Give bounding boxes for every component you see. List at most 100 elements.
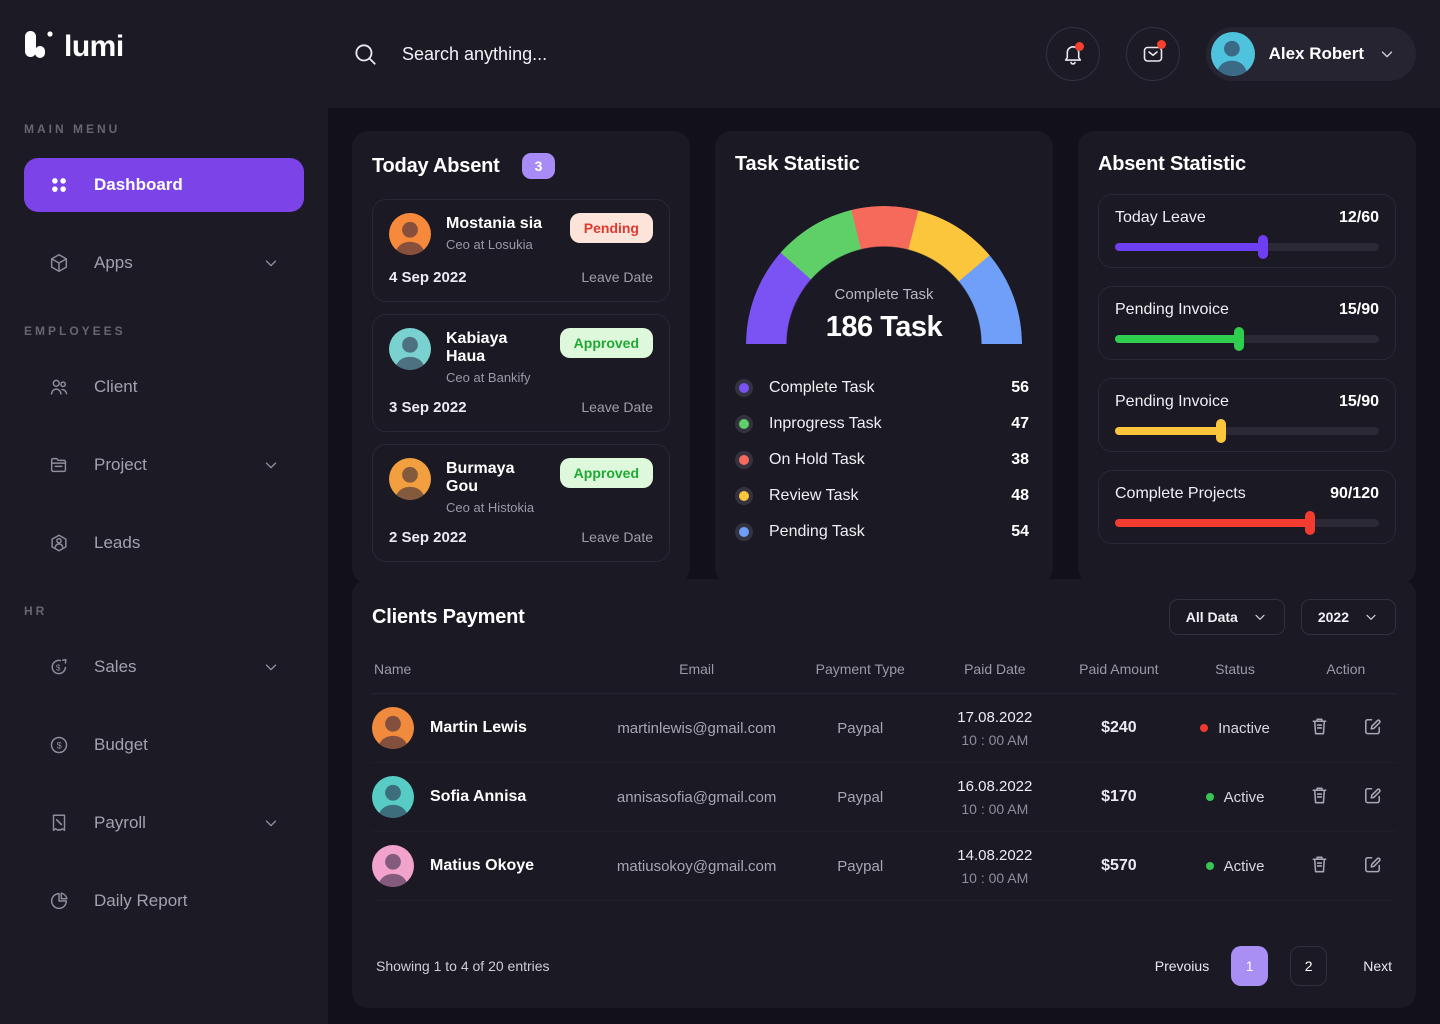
slider-track[interactable]: [1115, 511, 1379, 535]
delete-button[interactable]: [1308, 853, 1331, 879]
page-2-button[interactable]: 2: [1290, 946, 1328, 986]
sidebar-item-dashboard[interactable]: Dashboard: [24, 158, 304, 212]
brand-name: lumi: [64, 30, 124, 63]
chevron-down-icon: [1366, 614, 1376, 620]
sidebar-item-client[interactable]: Client: [24, 360, 304, 414]
sidebar-item-label: Sales: [94, 657, 137, 676]
sidebar-item-payroll[interactable]: Payroll: [24, 796, 304, 850]
column-header-name: Name: [374, 661, 412, 677]
notifications-button[interactable]: [1045, 27, 1100, 81]
search-input[interactable]: [402, 43, 822, 65]
clients-payment-title: Clients Payment: [372, 605, 525, 628]
slider-thumb[interactable]: [1234, 327, 1245, 351]
column-header-paid-amount: Paid Amount: [1079, 661, 1159, 677]
client-email: matiusokoy@gmail.com: [616, 857, 777, 875]
sidebar-item-budget[interactable]: $ Budget: [24, 718, 304, 772]
next-page-button[interactable]: Next: [1363, 958, 1392, 974]
legend-row: Review Task 48: [735, 478, 1033, 514]
slider-thumb[interactable]: [1215, 419, 1226, 443]
table-header: Name Email Payment Type Paid Date Paid A…: [372, 661, 1396, 694]
legend-value: 56: [1011, 379, 1029, 396]
main-content: Today Absent 3 Mostania sia Ceo at Losuk…: [328, 108, 1440, 1024]
stat-value: 15/90: [1338, 301, 1379, 318]
previous-page-button[interactable]: Prevoius: [1154, 958, 1210, 974]
stat-slider-box: Pending Invoice 15/90: [1098, 286, 1396, 360]
topbar: Alex Robert: [328, 0, 1440, 108]
legend-label: Review Task: [769, 487, 859, 504]
legend-label: Inprogress Task: [769, 415, 882, 432]
status-label: Active: [1223, 788, 1265, 806]
delete-button[interactable]: [1308, 784, 1331, 810]
slider-track[interactable]: [1115, 419, 1379, 443]
sidebar-item-project[interactable]: Project: [24, 438, 304, 492]
absent-person-role: Ceo at Losukia: [446, 237, 533, 252]
column-header-email: Email: [679, 661, 715, 677]
cube-icon: [50, 254, 68, 272]
avatar: [372, 707, 414, 749]
topbar-actions: Alex Robert: [1045, 27, 1416, 81]
today-absent-count-badge: 3: [521, 153, 556, 179]
status-dot: [1200, 724, 1209, 732]
avatar: [1210, 32, 1255, 76]
edit-icon: [1364, 719, 1381, 735]
stat-slider-box: Pending Invoice 15/90: [1098, 378, 1396, 452]
stat-label: Pending Invoice: [1115, 301, 1229, 318]
legend-label: On Hold Task: [769, 451, 865, 468]
delete-button[interactable]: [1308, 715, 1331, 741]
year-filter-dropdown[interactable]: 2022: [1300, 599, 1396, 635]
status-dot: [1205, 793, 1214, 801]
stat-label: Today Leave: [1115, 209, 1206, 226]
absent-statistic-title: Absent Statistic: [1098, 153, 1246, 175]
task-gauge: Complete Task 186 Task: [746, 206, 1022, 344]
slider-track[interactable]: [1115, 327, 1379, 351]
legend-value: 38: [1011, 451, 1029, 468]
paid-amount: $240: [1101, 719, 1137, 736]
page-1-button[interactable]: 1: [1231, 946, 1269, 986]
slider-track[interactable]: [1115, 235, 1379, 259]
paid-date: 16.08.2022: [957, 777, 1033, 795]
paid-time: 10 : 00 AM: [961, 800, 1029, 817]
person-hexagon-icon: [51, 534, 67, 552]
dollar-circle-icon: $: [50, 736, 68, 754]
absent-list-item: Burmaya Gou Ceo at Histokia Approved 2 S…: [372, 444, 670, 562]
sidebar-item-leads[interactable]: Leads: [24, 516, 304, 570]
data-filter-dropdown[interactable]: All Data: [1168, 599, 1285, 635]
slider-fill: [1115, 235, 1268, 259]
pagination: Prevoius 1 2 Next: [1155, 946, 1392, 986]
status-badge: Approved: [559, 328, 653, 358]
message-dot: [1156, 40, 1166, 49]
payment-type: Paypal: [837, 719, 884, 737]
column-header-paid-date: Paid Date: [964, 661, 1026, 677]
legend-dot: [739, 491, 749, 501]
slider-fill: [1115, 419, 1226, 443]
profile-menu[interactable]: Alex Robert: [1205, 27, 1416, 81]
edit-button[interactable]: [1361, 715, 1384, 741]
sidebar-item-sales[interactable]: $ Sales: [24, 640, 304, 694]
folder-icon: [50, 457, 67, 473]
edit-button[interactable]: [1361, 784, 1384, 810]
sidebar-item-daily-report[interactable]: Daily Report: [24, 874, 304, 928]
lumi-logo-icon: [25, 31, 53, 58]
absent-date: 3 Sep 2022: [389, 399, 467, 416]
section-label-main-menu: MAIN MENU: [24, 122, 121, 136]
task-legend: Complete Task 56 Inprogress Task 47 On H…: [735, 370, 1033, 550]
sidebar-item-label: Leads: [94, 533, 141, 552]
messages-button[interactable]: [1125, 27, 1180, 81]
slider-thumb[interactable]: [1305, 511, 1316, 535]
stat-label: Complete Projects: [1115, 485, 1246, 502]
brand-logo: lumi: [24, 30, 304, 64]
client-name: Martin Lewis: [430, 719, 527, 736]
edit-button[interactable]: [1361, 853, 1384, 879]
legend-dot: [739, 527, 749, 537]
slider-thumb[interactable]: [1257, 235, 1268, 259]
trash-icon: [1312, 718, 1327, 735]
grid-dots-icon: [52, 178, 66, 192]
users-icon: [50, 379, 68, 395]
absent-person-name: Kabiaya Haua: [446, 330, 508, 365]
leave-date-label: Leave Date: [581, 529, 653, 545]
sidebar-item-apps[interactable]: Apps: [24, 236, 304, 290]
table-row: Sofia Annisa annisasofia@gmail.com Paypa…: [372, 763, 1396, 832]
slider-fill: [1115, 511, 1316, 535]
stat-value: 15/90: [1338, 393, 1379, 410]
user-name: Alex Robert: [1268, 44, 1364, 63]
